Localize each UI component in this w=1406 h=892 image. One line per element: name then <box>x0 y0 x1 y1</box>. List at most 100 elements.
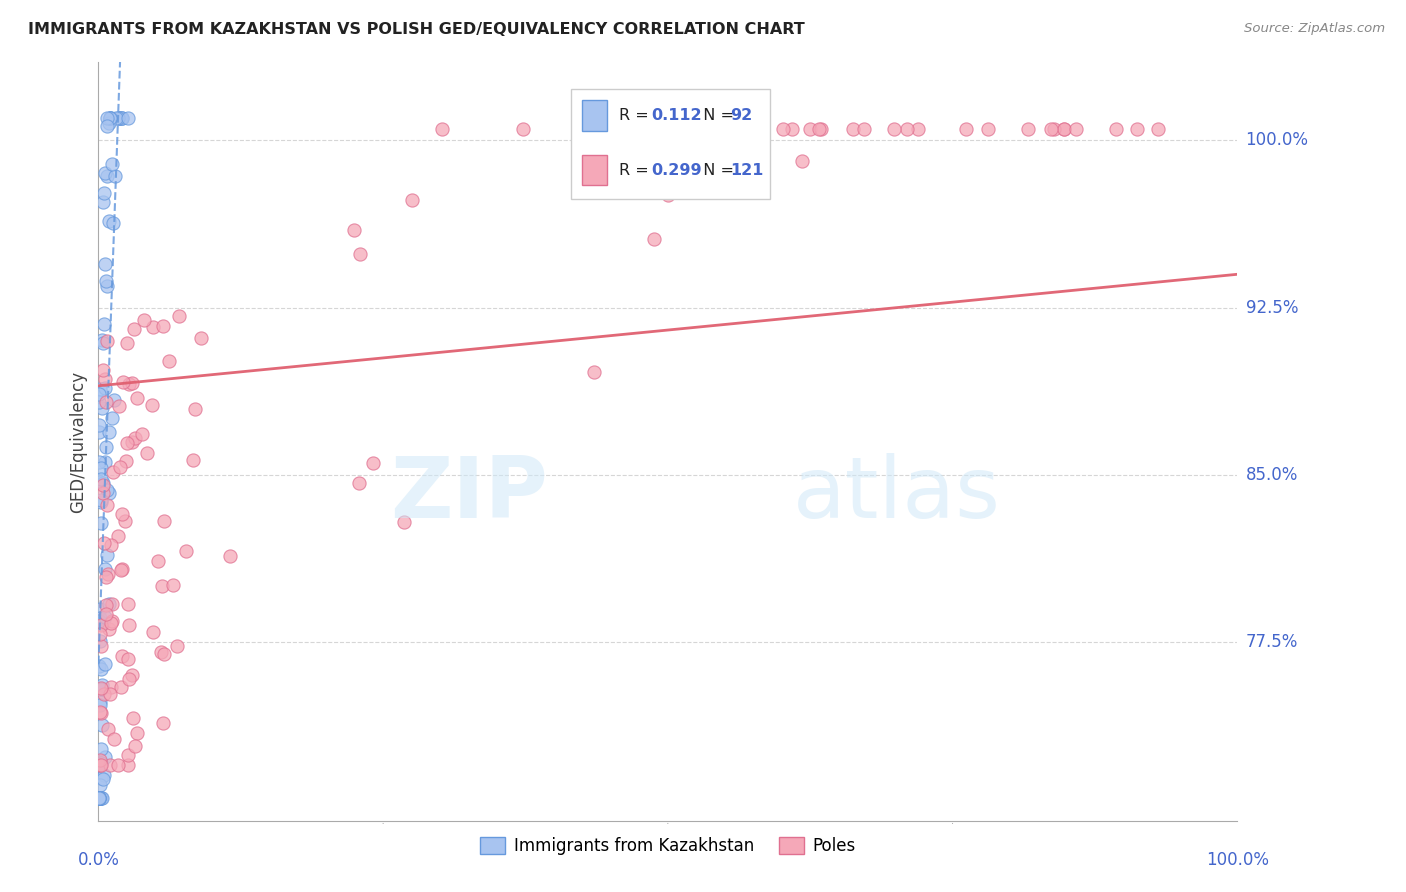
Point <box>90 790 112 805</box>
Point <box>343 223 366 237</box>
Point <box>96 169 118 184</box>
Point <box>1040 122 1063 136</box>
Text: 0.0%: 0.0% <box>77 851 120 869</box>
Point <box>772 122 794 136</box>
Point <box>118 618 141 632</box>
Point <box>347 476 370 491</box>
Point <box>98 622 121 636</box>
Point <box>122 322 145 336</box>
Point <box>89 626 111 640</box>
Point <box>89 475 111 490</box>
Point <box>97 722 120 736</box>
Point <box>117 757 139 772</box>
Point <box>97 597 120 611</box>
Point <box>131 427 153 442</box>
Text: R =: R = <box>619 162 659 178</box>
Point <box>100 597 122 611</box>
Point <box>93 257 115 271</box>
Point <box>94 609 117 624</box>
Point <box>1126 122 1149 136</box>
Point <box>97 486 120 500</box>
Point <box>90 472 112 486</box>
Point <box>623 146 645 161</box>
Text: 85.0%: 85.0% <box>1246 466 1298 484</box>
Point <box>90 516 112 530</box>
Point <box>117 747 139 762</box>
Point <box>93 687 115 701</box>
Text: R =: R = <box>619 108 659 123</box>
FancyBboxPatch shape <box>571 89 770 199</box>
Point <box>96 395 118 409</box>
Legend: Immigrants from Kazakhstan, Poles: Immigrants from Kazakhstan, Poles <box>474 830 862 862</box>
Point <box>401 193 423 207</box>
FancyBboxPatch shape <box>582 155 607 186</box>
Point <box>87 791 110 805</box>
Point <box>93 478 115 492</box>
Point <box>218 549 240 564</box>
Point <box>87 791 110 805</box>
Point <box>94 166 117 180</box>
Point <box>98 111 121 125</box>
Point <box>93 363 115 377</box>
Point <box>87 425 110 440</box>
Point <box>87 791 110 805</box>
Point <box>89 778 111 792</box>
Point <box>121 668 143 682</box>
Point <box>93 535 115 549</box>
Point <box>87 757 110 772</box>
Point <box>94 598 117 612</box>
Point <box>89 791 111 805</box>
Point <box>91 485 114 500</box>
Point <box>93 195 115 210</box>
Point <box>907 122 929 136</box>
Point <box>114 514 136 528</box>
Point <box>87 417 110 432</box>
Point <box>94 562 117 576</box>
Point <box>96 570 118 584</box>
Point <box>103 216 125 230</box>
Point <box>89 754 111 768</box>
Point <box>100 538 122 552</box>
Point <box>977 122 1000 136</box>
Point <box>93 750 115 764</box>
Point <box>94 607 117 621</box>
Point <box>111 562 134 576</box>
Point <box>799 122 821 136</box>
Point <box>149 645 172 659</box>
Point <box>124 431 146 445</box>
Point <box>104 111 127 125</box>
Point <box>89 386 111 401</box>
Point <box>896 122 918 136</box>
Point <box>89 791 111 805</box>
Point <box>157 353 180 368</box>
Point <box>96 440 118 454</box>
Point <box>91 718 114 732</box>
Point <box>91 772 114 786</box>
Point <box>93 372 115 386</box>
Point <box>90 791 112 805</box>
Point <box>780 122 803 136</box>
Point <box>98 116 121 130</box>
Point <box>657 187 679 202</box>
Point <box>89 791 111 805</box>
Point <box>96 278 118 293</box>
Point <box>114 454 136 468</box>
Text: ZIP: ZIP <box>391 453 548 536</box>
Point <box>162 577 184 591</box>
Text: N =: N = <box>693 162 740 178</box>
Point <box>90 334 112 348</box>
Y-axis label: GED/Equivalency: GED/Equivalency <box>69 370 87 513</box>
FancyBboxPatch shape <box>582 101 607 130</box>
Point <box>89 791 111 805</box>
Point <box>141 398 163 412</box>
Point <box>1147 122 1170 136</box>
Point <box>90 615 112 630</box>
Point <box>153 647 176 661</box>
Point <box>512 122 534 136</box>
Point <box>87 395 110 409</box>
Point <box>87 615 110 629</box>
Point <box>110 680 132 694</box>
Point <box>98 757 121 772</box>
Point <box>107 529 129 543</box>
Point <box>152 514 174 528</box>
